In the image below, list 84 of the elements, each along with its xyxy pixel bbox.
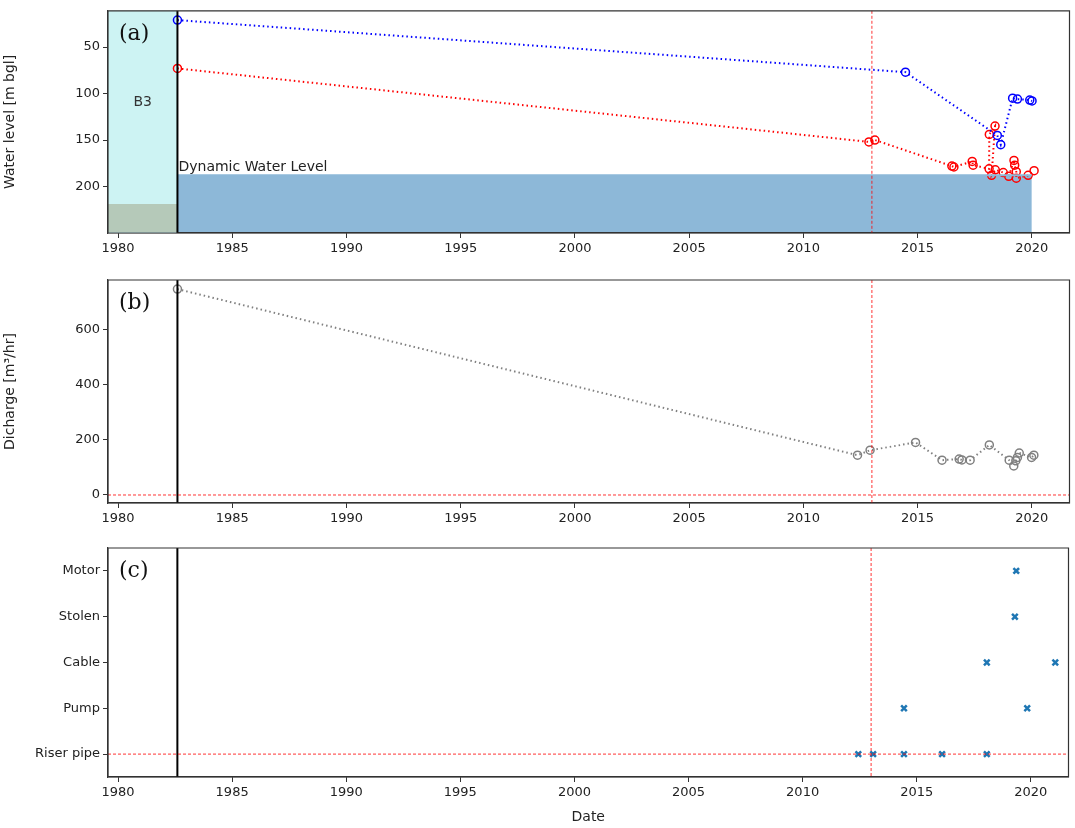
band-label: B3 — [133, 92, 152, 109]
x-tick-label: 2005 — [672, 784, 706, 800]
x-tick-label: 1985 — [215, 510, 249, 526]
y-tick-label: 0 — [91, 486, 100, 502]
y-tick-label: 200 — [75, 431, 100, 447]
point — [172, 15, 183, 25]
point — [998, 167, 1008, 178]
x-tick-label: 1990 — [329, 240, 364, 256]
point — [992, 130, 1003, 141]
x-tick-label: 2000 — [557, 784, 591, 800]
y-tick-label: Stolen — [58, 608, 100, 624]
point — [1014, 448, 1024, 458]
y-tick-label: Motor — [62, 562, 101, 578]
point — [995, 139, 1006, 150]
point — [984, 164, 994, 174]
point — [982, 658, 991, 667]
y-axis-title: Dicharge [m³/hr] — [1, 333, 18, 450]
x-tick-label: 1990 — [329, 784, 363, 800]
point — [986, 170, 997, 181]
x-tick-label: 2020 — [1015, 240, 1049, 256]
y-tick-label: 600 — [75, 320, 100, 336]
point — [990, 121, 1000, 131]
annotation: (c) — [119, 556, 149, 582]
point — [1012, 94, 1023, 104]
point — [865, 445, 875, 455]
y-tick-label: 100 — [75, 84, 100, 100]
point — [870, 135, 880, 145]
x-tick-label: 2015 — [900, 784, 934, 800]
point — [864, 137, 874, 147]
x-tick-label: 2010 — [786, 784, 820, 800]
x-tick-label: 2015 — [901, 510, 935, 526]
x-tick-label: 2020 — [1014, 784, 1048, 800]
y-tick-label: 200 — [75, 177, 100, 193]
series-label: Dynamic Water Level — [178, 158, 328, 174]
y-tick-label: Pump — [63, 699, 100, 715]
point — [852, 450, 863, 460]
point — [984, 440, 995, 450]
point — [910, 437, 921, 448]
x-tick-label: 2000 — [558, 240, 592, 256]
x-tick-label: 1990 — [329, 510, 364, 526]
y-tick-label: Riser pipe — [34, 745, 100, 761]
point — [172, 284, 183, 294]
point — [965, 455, 975, 465]
x-tick-label: 1980 — [101, 784, 135, 800]
point — [1009, 461, 1019, 471]
x-tick-label: 2005 — [672, 510, 706, 526]
x-tick-label: 1995 — [444, 510, 478, 526]
y-tick-label: 50 — [83, 38, 100, 54]
x-tick-label: 1985 — [215, 784, 249, 800]
point — [1023, 170, 1033, 181]
x-tick-label: 1980 — [101, 240, 135, 256]
point — [1011, 166, 1022, 177]
point — [172, 63, 183, 74]
x-tick-label: 2005 — [672, 240, 706, 256]
point — [990, 165, 1001, 175]
point — [1009, 155, 1019, 166]
x-tick-label: 1985 — [215, 240, 249, 256]
annotation: (a) — [119, 19, 150, 45]
x-tick-label: 2020 — [1015, 510, 1049, 526]
point — [899, 704, 909, 713]
point — [1004, 455, 1014, 465]
x-tick-label: 2010 — [786, 510, 820, 526]
x-tick-label: 2000 — [558, 510, 592, 526]
point — [900, 67, 911, 77]
point — [984, 129, 995, 140]
point — [1007, 93, 1018, 103]
point — [937, 455, 947, 465]
y-tick-label: 150 — [75, 131, 100, 147]
x-tick-label: 1995 — [443, 784, 477, 800]
point — [967, 156, 977, 167]
x-tick-label: 2010 — [786, 240, 820, 256]
annotation: (b) — [119, 288, 151, 314]
x-tick-label: 1980 — [101, 510, 135, 526]
x-tick-label: 2015 — [901, 240, 935, 256]
y-tick-label: 400 — [75, 375, 100, 391]
y-tick-label: Cable — [63, 653, 100, 669]
x-axis-title: Date — [571, 808, 605, 825]
point — [1003, 171, 1014, 182]
point — [1011, 173, 1022, 183]
point — [1029, 165, 1039, 176]
x-tick-label: 1995 — [444, 240, 478, 256]
y-axis-title: Water level [m bgl] — [1, 54, 18, 190]
point — [1009, 160, 1020, 170]
point — [968, 160, 978, 170]
